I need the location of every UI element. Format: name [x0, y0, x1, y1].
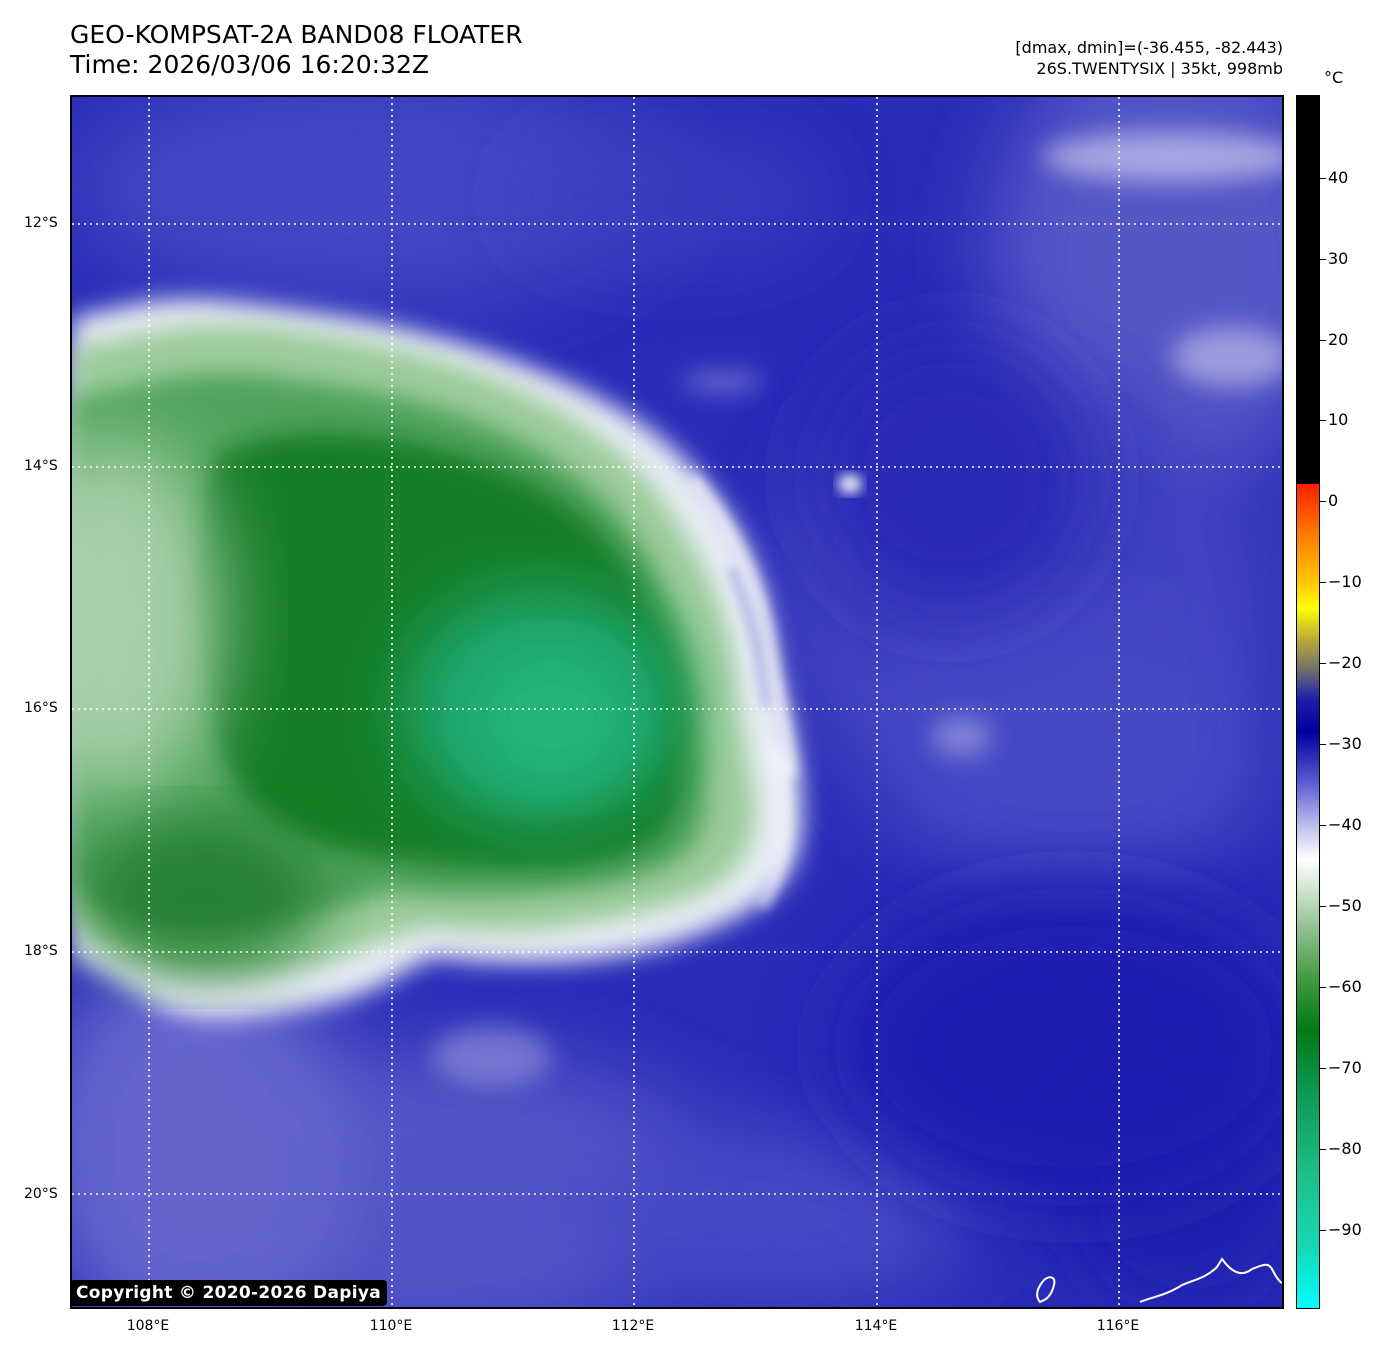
colorbar-label-minus70: −70: [1328, 1059, 1362, 1077]
colorbar-label-minus40: −40: [1328, 816, 1362, 834]
storm-info: 26S.TWENTYSIX | 35kt, 998mb: [1036, 58, 1283, 80]
colorbar-label-minus10: −10: [1328, 573, 1362, 591]
lat-label-18s: 18°S: [24, 943, 58, 959]
colorbar-label-minus60: −60: [1328, 978, 1362, 996]
colorbar-tick: [1320, 825, 1326, 826]
colorbar-label-30: 30: [1328, 250, 1348, 268]
lon-label-112e: 112°E: [612, 1318, 655, 1334]
title-line-2: Time: 2026/03/06 16:20:32Z: [70, 50, 429, 80]
satellite-image-map: [70, 95, 1284, 1309]
colorbar-label-minus80: −80: [1328, 1140, 1362, 1158]
colorbar-tick: [1320, 1149, 1326, 1150]
colorbar-tick: [1320, 1230, 1326, 1231]
colorbar-unit: °C: [1324, 68, 1343, 87]
colorbar-tick: [1320, 420, 1326, 421]
colorbar-label-minus90: −90: [1328, 1221, 1362, 1239]
temperature-colorbar: [1296, 95, 1320, 1309]
colorbar-label-20: 20: [1328, 331, 1348, 349]
lon-label-108e: 108°E: [127, 1318, 170, 1334]
colorbar-tick: [1320, 178, 1326, 179]
colorbar-tick: [1320, 663, 1326, 664]
lon-label-114e: 114°E: [855, 1318, 898, 1334]
lat-label-16s: 16°S: [24, 700, 58, 716]
colorbar-tick: [1320, 987, 1326, 988]
colorbar-tick: [1320, 1068, 1326, 1069]
colorbar-gradient: [1297, 484, 1319, 1309]
colorbar-label-10: 10: [1328, 411, 1348, 429]
colorbar-tick: [1320, 744, 1326, 745]
colorbar-tick: [1320, 501, 1326, 502]
colorbar-tick: [1320, 582, 1326, 583]
colorbar-warm-segment: [1297, 96, 1319, 484]
range-info: [dmax, dmin]=(-36.455, -82.443): [1015, 37, 1283, 59]
colorbar-label-40: 40: [1328, 169, 1348, 187]
lon-label-116e: 116°E: [1097, 1318, 1140, 1334]
lat-label-12s: 12°S: [24, 215, 58, 231]
colorbar-tick: [1320, 259, 1326, 260]
colorbar-label-minus30: −30: [1328, 735, 1362, 753]
copyright-badge: Copyright © 2020-2026 Dapiya: [70, 1280, 387, 1306]
lon-label-110e: 110°E: [370, 1318, 413, 1334]
colorbar-tick: [1320, 906, 1326, 907]
satellite-imagery: [72, 97, 1282, 1307]
title-line-1: GEO-KOMPSAT-2A BAND08 FLOATER: [70, 20, 523, 50]
lat-label-14s: 14°S: [24, 458, 58, 474]
colorbar-label-minus50: −50: [1328, 897, 1362, 915]
colorbar-label-0: 0: [1328, 492, 1338, 510]
colorbar-tick: [1320, 340, 1326, 341]
colorbar-label-minus20: −20: [1328, 654, 1362, 672]
lat-label-20s: 20°S: [24, 1186, 58, 1202]
